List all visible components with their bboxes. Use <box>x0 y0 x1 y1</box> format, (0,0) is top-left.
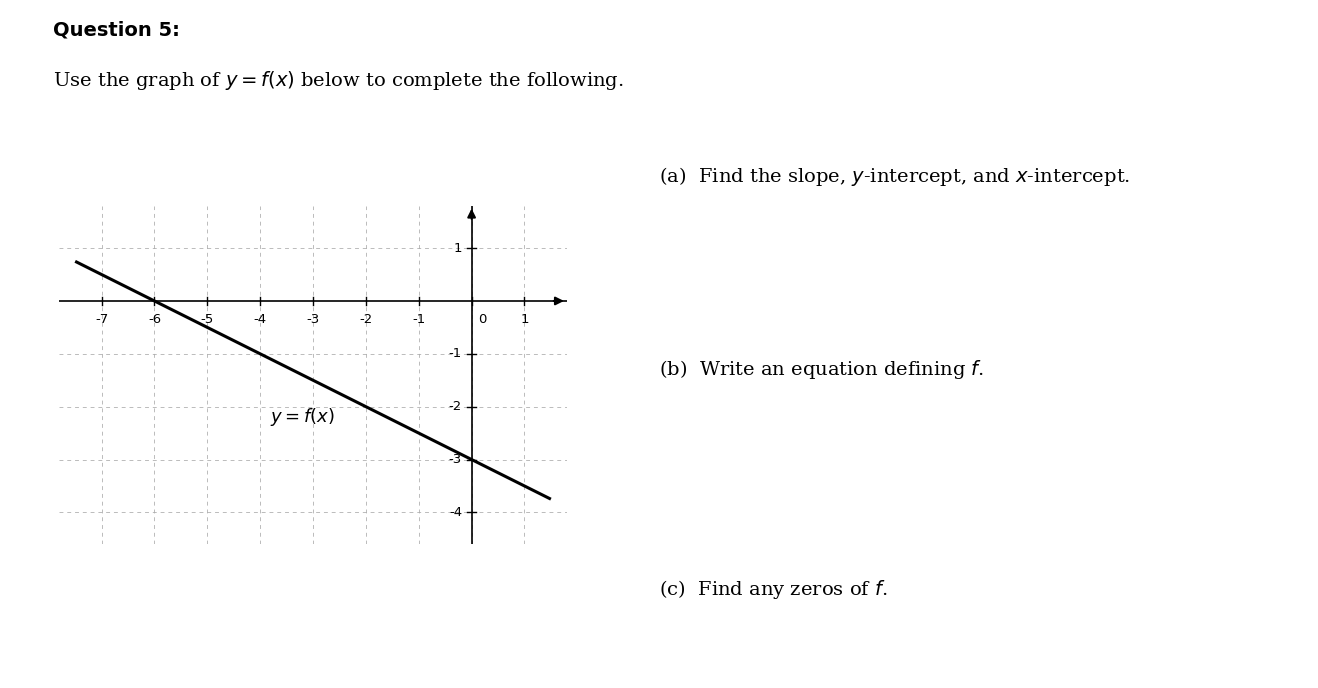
Text: -1: -1 <box>413 312 426 325</box>
Text: -2: -2 <box>360 312 373 325</box>
Text: Question 5:: Question 5: <box>53 21 179 40</box>
Text: (b)  Write an equation defining $f$.: (b) Write an equation defining $f$. <box>659 358 985 380</box>
Text: 1: 1 <box>521 312 529 325</box>
Text: -3: -3 <box>449 453 463 466</box>
Text: -2: -2 <box>449 400 463 413</box>
Text: -6: -6 <box>148 312 161 325</box>
Text: -3: -3 <box>306 312 320 325</box>
Text: -4: -4 <box>253 312 266 325</box>
Text: Use the graph of $y = f(x)$ below to complete the following.: Use the graph of $y = f(x)$ below to com… <box>53 69 623 92</box>
Text: -1: -1 <box>449 347 463 361</box>
Text: -5: -5 <box>200 312 214 325</box>
Text: 1: 1 <box>453 241 463 255</box>
Text: -7: -7 <box>95 312 108 325</box>
Text: (c)  Find any zeros of $f$.: (c) Find any zeros of $f$. <box>659 578 887 601</box>
Text: 0: 0 <box>478 312 486 325</box>
Text: -4: -4 <box>449 506 463 519</box>
Text: (a)  Find the slope, $y$-intercept, and $x$-intercept.: (a) Find the slope, $y$-intercept, and $… <box>659 165 1131 188</box>
Text: $y = f(x)$: $y = f(x)$ <box>270 406 335 428</box>
